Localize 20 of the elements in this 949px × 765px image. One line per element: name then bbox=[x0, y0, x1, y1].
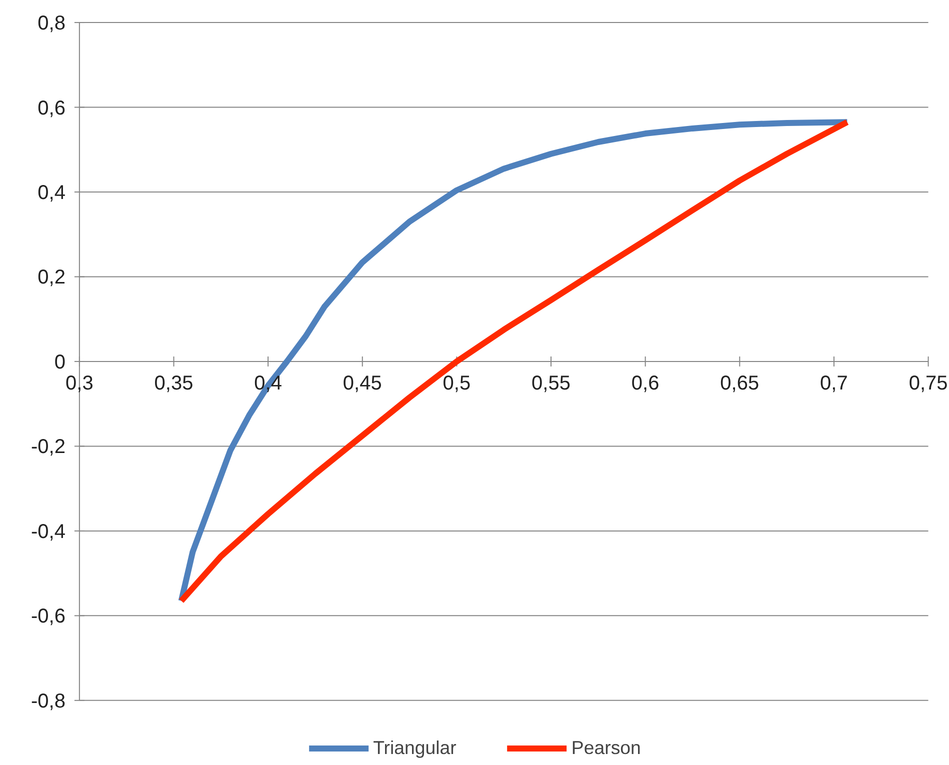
y-tick-label: -0,8 bbox=[30, 690, 66, 712]
x-tick-label: 0,45 bbox=[342, 372, 382, 394]
x-tick-label: 0,3 bbox=[66, 372, 94, 394]
legend-label: Triangular bbox=[373, 737, 456, 759]
y-tick-label: 0,8 bbox=[38, 12, 66, 35]
legend-label: Pearson bbox=[571, 737, 641, 759]
x-tick-label: 0,75 bbox=[908, 372, 948, 394]
y-tick-label: 0 bbox=[54, 351, 66, 374]
y-tick-label: -0,6 bbox=[30, 606, 66, 628]
y-tick-label: 0,2 bbox=[38, 266, 66, 289]
x-tick-label: 0,55 bbox=[532, 372, 570, 394]
y-tick-label: -0,2 bbox=[30, 436, 66, 458]
y-tick-label: 0,6 bbox=[38, 97, 66, 120]
x-tick-label: 0,5 bbox=[442, 372, 471, 394]
x-tick-label: 0,6 bbox=[631, 372, 660, 394]
x-tick-label: 0,65 bbox=[720, 372, 760, 394]
x-tick-label: 0,35 bbox=[154, 372, 194, 394]
y-tick-label: -0,4 bbox=[30, 520, 66, 543]
x-tick-label: 0,7 bbox=[820, 372, 848, 394]
y-tick-label: 0,4 bbox=[38, 182, 66, 204]
